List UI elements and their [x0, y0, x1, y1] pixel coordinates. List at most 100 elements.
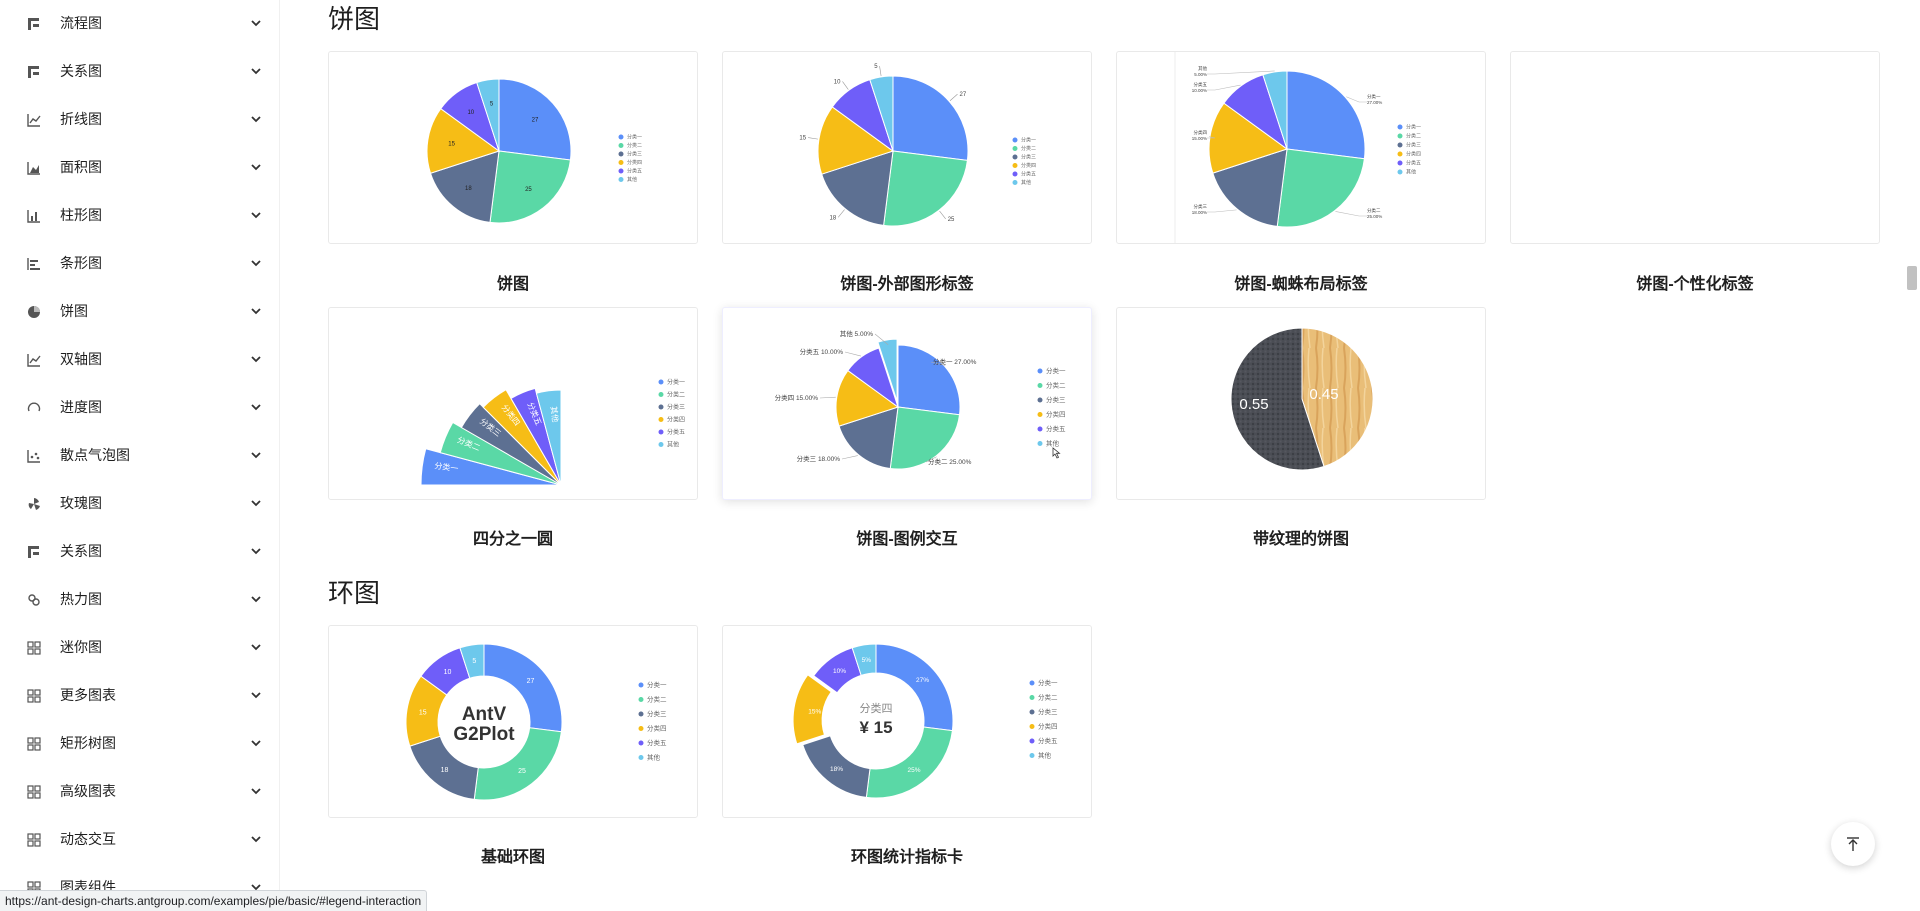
- chart-card-donut-basic[interactable]: 27 25 18 15 10 5 AntV G2Plot 分类一 分类二 分类三 分类四 分类五 其他: [328, 625, 698, 818]
- slice-value-label: 15: [419, 709, 427, 716]
- chart-card-quarter-circle[interactable]: 分类一 分类二 分类三 分类四 分类五 其他 分类一 分类二 分类三 分类四 分类五 其他: [328, 307, 698, 500]
- chart-card-title[interactable]: 饼图-蜘蛛布局标签: [1234, 276, 1368, 293]
- sidebar-item-6[interactable]: 饼图: [0, 287, 279, 335]
- sidebar-item-12[interactable]: 热力图: [0, 575, 279, 623]
- chart-card-title[interactable]: 饼图-个性化标签: [1636, 276, 1754, 293]
- chevron-down-icon[interactable]: [250, 401, 262, 413]
- sidebar-item-label: 矩形树图: [60, 735, 116, 751]
- legend-item-label: 分类一: [627, 134, 642, 141]
- chart-thumbnail-donut-statistic: 27%25%18%15%10%5%分类四¥ 15分类一分类二分类三分类四分类五其…: [792, 643, 1058, 799]
- slice-value-label: 25: [525, 187, 532, 193]
- sidebar-item-14[interactable]: 更多图表: [0, 671, 279, 719]
- chart-card-pie-basic[interactable]: 27 25 18 15 10 5 分类一 分类二 分类三 分类四 分类五 其他: [328, 51, 698, 244]
- pie-slice-4: [847, 347, 899, 409]
- back-to-top-button[interactable]: [1831, 822, 1875, 866]
- slice-value-label: 27: [960, 92, 967, 98]
- chevron-down-icon[interactable]: [250, 209, 262, 221]
- chart-card-pie-legend-interaction[interactable]: 分类一 27.00% 分类二 25.00% 分类三 18.00% 分类四 15.00%…: [722, 307, 1092, 500]
- legend-item-label: 分类五: [667, 428, 685, 436]
- legend-marker-4: [638, 740, 644, 746]
- legend-item-label: 分类三: [667, 403, 685, 411]
- chevron-down-icon[interactable]: [250, 353, 262, 365]
- sidebar-item-17[interactable]: 动态交互: [0, 815, 279, 863]
- legend-item-label: 其他: [667, 441, 679, 449]
- chevron-down-icon[interactable]: [250, 737, 262, 749]
- chart-card-title[interactable]: 饼图-图例交互: [856, 531, 958, 548]
- sidebar-item-5[interactable]: 条形图: [0, 239, 279, 287]
- sidebar-item-16[interactable]: 高级图表: [0, 767, 279, 815]
- chevron-down-icon[interactable]: [250, 17, 262, 29]
- slice-value-label: 5: [874, 64, 878, 70]
- chevron-down-icon[interactable]: [250, 881, 262, 893]
- sidebar-item-11[interactable]: 关系图: [0, 527, 279, 575]
- chevron-down-icon[interactable]: [250, 545, 262, 557]
- legend-item-label: 分类四: [627, 159, 642, 166]
- chart-card-pie-outer-label[interactable]: 27 25 18 15 10 5 分类一 分类二 分类三 分类四 分类五 其他: [722, 51, 1092, 244]
- sidebar-item-2[interactable]: 折线图: [0, 95, 279, 143]
- chart-card-pie-spider-label[interactable]: 分类一 27.00% 分类二 25.00% 分类三 18.00% 分类四 15.00% 分类五 1…: [1116, 51, 1486, 244]
- scrollbar[interactable]: [1904, 0, 1920, 911]
- legend-item-label: 分类四: [1046, 410, 1066, 419]
- legend-marker-1: [618, 143, 624, 148]
- sidebar-item-0[interactable]: 流程图: [0, 0, 279, 47]
- sidebar-item-4[interactable]: 柱形图: [0, 191, 279, 239]
- column-chart-icon: [27, 210, 40, 223]
- pie-slice-2: [821, 150, 894, 226]
- sidebar-item-10[interactable]: 玫瑰图: [0, 479, 279, 527]
- chevron-down-icon[interactable]: [250, 449, 262, 461]
- chart-card-title[interactable]: 饼图: [496, 276, 529, 293]
- legend-item-label: 分类四: [667, 416, 685, 424]
- sidebar-item-1[interactable]: 关系图: [0, 47, 279, 95]
- sidebar-item-label: 面积图: [60, 159, 102, 175]
- sidebar-item-13[interactable]: 迷你图: [0, 623, 279, 671]
- chevron-down-icon[interactable]: [250, 161, 262, 173]
- chart-card-title[interactable]: 饼图-外部图形标签: [840, 276, 974, 293]
- texture-slice-wood: [1301, 327, 1374, 468]
- chart-card-title[interactable]: 四分之一圆: [472, 531, 553, 548]
- legend-marker-2: [658, 404, 664, 410]
- chevron-down-icon[interactable]: [250, 689, 262, 701]
- sidebar-item-15[interactable]: 矩形树图: [0, 719, 279, 767]
- chart-card-donut-statistic[interactable]: 27% 25% 18% 15% 10% 5% 分类四 ¥ 15 分类一 分类二 分类三 分类四 分类五其…: [722, 625, 1092, 818]
- sidebar-item-8[interactable]: 进度图: [0, 383, 279, 431]
- chevron-down-icon[interactable]: [250, 257, 262, 269]
- legend-marker-1: [1397, 133, 1403, 139]
- chart-card-pie-custom-label[interactable]: [1510, 51, 1880, 244]
- chart-card-title[interactable]: 基础环图: [480, 849, 545, 866]
- label-leader-line: [837, 209, 845, 218]
- sidebar-item-label: 玫瑰图: [60, 495, 102, 511]
- tiny-chart-icon: [27, 641, 41, 655]
- spider-label-name: 分类二: [1367, 207, 1381, 214]
- chevron-down-icon[interactable]: [250, 305, 262, 317]
- pie-slice-1: [865, 726, 953, 799]
- label-leader-line: [1346, 96, 1367, 103]
- sidebar-item-label: 进度图: [60, 399, 102, 415]
- spider-label-percent: 15.00%: [1192, 136, 1207, 141]
- sidebar-item-9[interactable]: 散点气泡图: [0, 431, 279, 479]
- chevron-down-icon[interactable]: [250, 785, 262, 797]
- chevron-down-icon[interactable]: [250, 113, 262, 125]
- chart-card-title[interactable]: 带纹理的饼图: [1252, 531, 1349, 548]
- chart-card-pie-texture[interactable]: 0.55 0.45: [1116, 307, 1486, 500]
- chart-thumbnail-pie-spider-label: 分类一27.00%分类二25.00%分类三18.00%分类四15.00%分类五1…: [1174, 52, 1421, 243]
- chart-card-title[interactable]: 环图统计指标卡: [850, 849, 963, 866]
- chevron-down-icon[interactable]: [250, 833, 262, 845]
- pie-slice-5: [851, 643, 877, 676]
- chevron-down-icon[interactable]: [250, 641, 262, 653]
- slice-value-label: 25: [518, 768, 526, 775]
- pie-slice-5: [476, 78, 500, 152]
- legend-item-label: 分类一: [1406, 124, 1421, 131]
- quarter-sector-3: [482, 389, 562, 486]
- legend-item-label: 分类五: [1021, 171, 1036, 178]
- slice-percent-label: 27%: [916, 677, 929, 684]
- chevron-down-icon[interactable]: [250, 65, 262, 77]
- legend-marker-0: [1012, 137, 1018, 143]
- sidebar-item-7[interactable]: 双轴图: [0, 335, 279, 383]
- sidebar-item-3[interactable]: 面积图: [0, 143, 279, 191]
- chevron-down-icon[interactable]: [250, 593, 262, 605]
- scrollbar-thumb[interactable]: [1907, 266, 1917, 290]
- slice-value-label: 18: [465, 186, 472, 192]
- chevron-down-icon[interactable]: [250, 497, 262, 509]
